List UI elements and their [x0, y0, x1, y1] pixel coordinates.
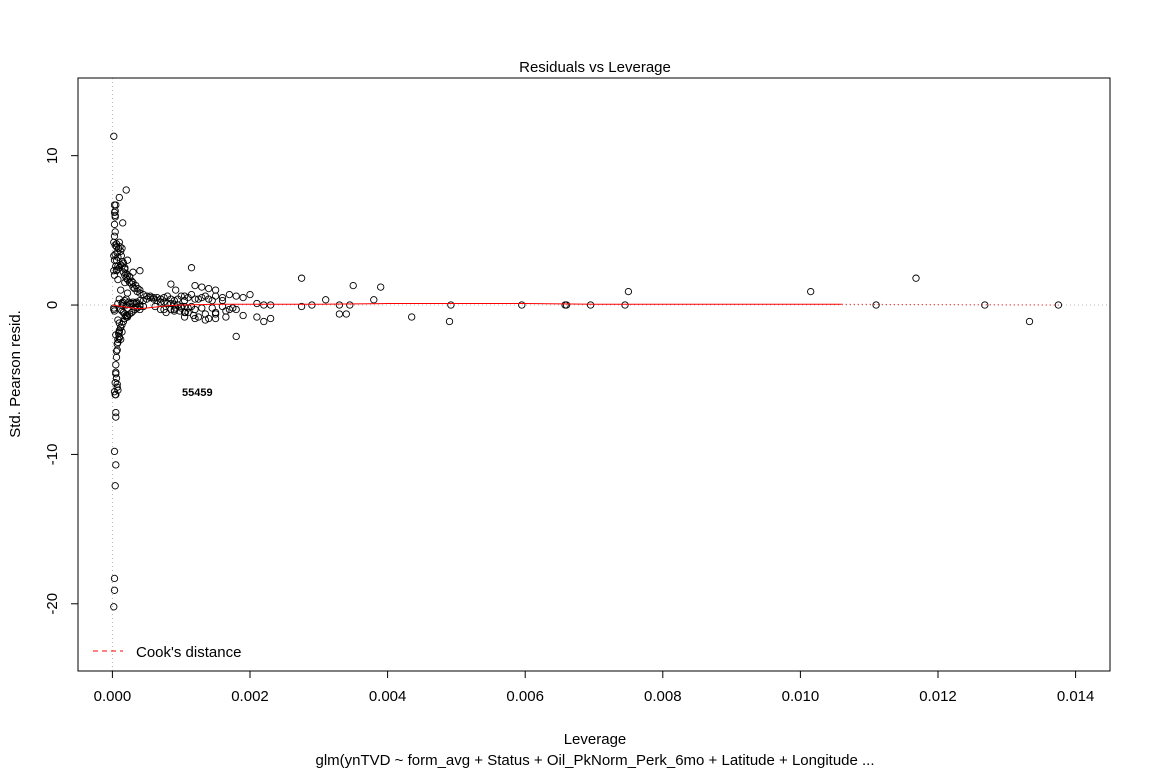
data-point	[113, 414, 119, 420]
data-point	[223, 314, 229, 320]
y-tick-label: 10	[44, 147, 61, 164]
data-point	[113, 354, 119, 360]
data-point	[124, 290, 130, 296]
y-tick-label: -20	[44, 593, 61, 615]
x-tick-label: 0.000	[94, 688, 132, 705]
data-point	[254, 300, 260, 306]
legend-cooks-distance-label: Cook's distance	[136, 644, 241, 661]
x-tick-label: 0.004	[369, 688, 407, 705]
data-point	[120, 220, 126, 226]
data-point	[111, 233, 117, 239]
data-point	[173, 287, 179, 293]
data-point	[446, 318, 452, 324]
point-label-55459: 55459	[182, 387, 213, 399]
data-point	[137, 268, 143, 274]
data-point	[112, 483, 118, 489]
data-point	[111, 604, 117, 610]
data-point	[350, 282, 356, 288]
data-point	[113, 362, 119, 368]
data-point	[347, 302, 353, 308]
data-point	[212, 287, 218, 293]
data-point	[192, 282, 198, 288]
model-formula-subtitle: glm(ynTVD ~ form_avg + Status + Oil_PkNo…	[315, 752, 874, 768]
data-point	[113, 371, 119, 377]
y-axis-title: Std. Pearson resid.	[7, 310, 24, 438]
data-point	[206, 285, 212, 291]
data-point	[212, 309, 218, 315]
data-point	[808, 288, 814, 294]
data-point	[113, 462, 119, 468]
smoother-line	[112, 304, 1058, 309]
data-point	[336, 302, 342, 308]
data-point	[115, 276, 121, 282]
data-point	[267, 315, 273, 321]
y-tick-label: -10	[44, 444, 61, 466]
data-point	[336, 311, 342, 317]
data-point	[240, 312, 246, 318]
data-points	[111, 133, 1062, 610]
plot-frame	[78, 78, 1110, 671]
data-point	[181, 314, 187, 320]
data-point	[118, 287, 124, 293]
data-point	[111, 133, 117, 139]
data-point	[261, 318, 267, 324]
x-axis-title: Leverage	[564, 731, 627, 748]
data-point	[202, 311, 208, 317]
data-point	[199, 305, 205, 311]
data-point	[130, 269, 136, 275]
y-axis: -20 -10 0 10	[44, 147, 78, 614]
x-tick-label: 0.008	[644, 688, 682, 705]
data-point	[209, 305, 215, 311]
y-tick-label: 0	[44, 301, 61, 309]
data-point	[240, 294, 246, 300]
x-tick-label: 0.006	[506, 688, 544, 705]
data-point	[112, 214, 118, 220]
data-point	[913, 275, 919, 281]
data-point	[233, 293, 239, 299]
data-point	[226, 291, 232, 297]
data-point	[212, 311, 218, 317]
data-point	[123, 187, 129, 193]
data-point	[343, 311, 349, 317]
data-point	[199, 284, 205, 290]
data-point	[254, 314, 260, 320]
data-point	[247, 291, 253, 297]
data-point	[625, 288, 631, 294]
x-tick-label: 0.012	[919, 688, 957, 705]
x-tick-label: 0.014	[1057, 688, 1095, 705]
data-point	[116, 194, 122, 200]
data-point	[111, 221, 117, 227]
data-point	[1026, 318, 1032, 324]
data-point	[168, 281, 174, 287]
smoother-extension	[842, 304, 1059, 305]
smoother-curve	[112, 304, 841, 309]
data-point	[409, 314, 415, 320]
data-point	[519, 302, 525, 308]
x-axis: 0.000 0.002 0.004 0.006 0.008 0.010 0.012 0.014	[94, 671, 1095, 705]
data-point	[371, 297, 377, 303]
x-tick-label: 0.002	[231, 688, 269, 705]
data-point	[378, 284, 384, 290]
x-tick-label: 0.010	[782, 688, 820, 705]
data-point	[188, 265, 194, 271]
data-point	[233, 333, 239, 339]
data-point	[298, 275, 304, 281]
data-point	[323, 297, 329, 303]
data-point	[111, 448, 117, 454]
data-point	[113, 369, 119, 375]
data-point	[212, 293, 218, 299]
chart-title: Residuals vs Leverage	[519, 59, 671, 76]
